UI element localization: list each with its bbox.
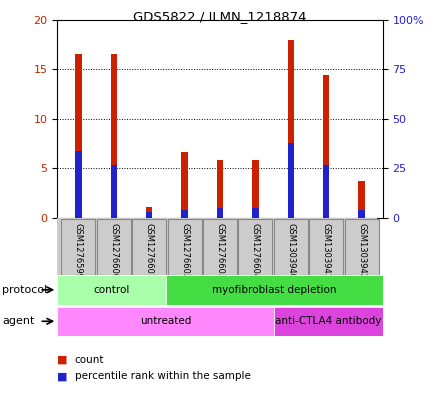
Bar [359,182,365,218]
Text: ■: ■ [57,354,68,365]
Bar [359,210,365,218]
Text: agent: agent [2,316,35,326]
FancyBboxPatch shape [238,219,272,275]
FancyBboxPatch shape [166,275,383,305]
FancyBboxPatch shape [203,219,237,275]
FancyBboxPatch shape [345,219,378,275]
Bar [181,152,188,218]
FancyBboxPatch shape [309,219,343,275]
Text: GSM1303941: GSM1303941 [322,223,331,279]
Text: ■: ■ [57,371,68,382]
Text: untreated: untreated [140,316,191,326]
Text: anti-CTLA4 antibody: anti-CTLA4 antibody [275,316,382,326]
FancyBboxPatch shape [132,219,166,275]
Bar [252,160,259,218]
Bar [181,210,188,218]
Bar [252,208,259,218]
Bar [146,207,152,218]
Bar [110,165,117,218]
Bar [75,54,82,218]
Text: count: count [75,354,104,365]
Text: GSM1303940: GSM1303940 [286,223,295,279]
Bar [217,160,223,218]
Bar [110,54,117,218]
Bar [288,143,294,218]
FancyBboxPatch shape [57,307,274,336]
Text: GSM1276604: GSM1276604 [251,223,260,279]
FancyBboxPatch shape [62,219,95,275]
Bar [217,208,223,218]
Text: GSM1276601: GSM1276601 [145,223,154,279]
Text: GSM1276603: GSM1276603 [216,223,224,279]
FancyBboxPatch shape [97,219,131,275]
FancyBboxPatch shape [168,219,202,275]
Text: GDS5822 / ILMN_1218874: GDS5822 / ILMN_1218874 [133,10,307,23]
Text: percentile rank within the sample: percentile rank within the sample [75,371,251,382]
FancyBboxPatch shape [274,219,308,275]
Text: control: control [93,285,130,295]
Text: GSM1303942: GSM1303942 [357,223,366,279]
Bar [288,40,294,218]
Text: myofibroblast depletion: myofibroblast depletion [212,285,337,295]
FancyBboxPatch shape [274,307,383,336]
Text: GSM1276599: GSM1276599 [74,223,83,279]
Text: GSM1276600: GSM1276600 [109,223,118,279]
FancyBboxPatch shape [57,275,166,305]
Bar [146,212,152,218]
Bar [323,165,330,218]
Bar [75,151,82,218]
Bar [323,75,330,218]
Text: GSM1276602: GSM1276602 [180,223,189,279]
Text: protocol: protocol [2,285,48,295]
